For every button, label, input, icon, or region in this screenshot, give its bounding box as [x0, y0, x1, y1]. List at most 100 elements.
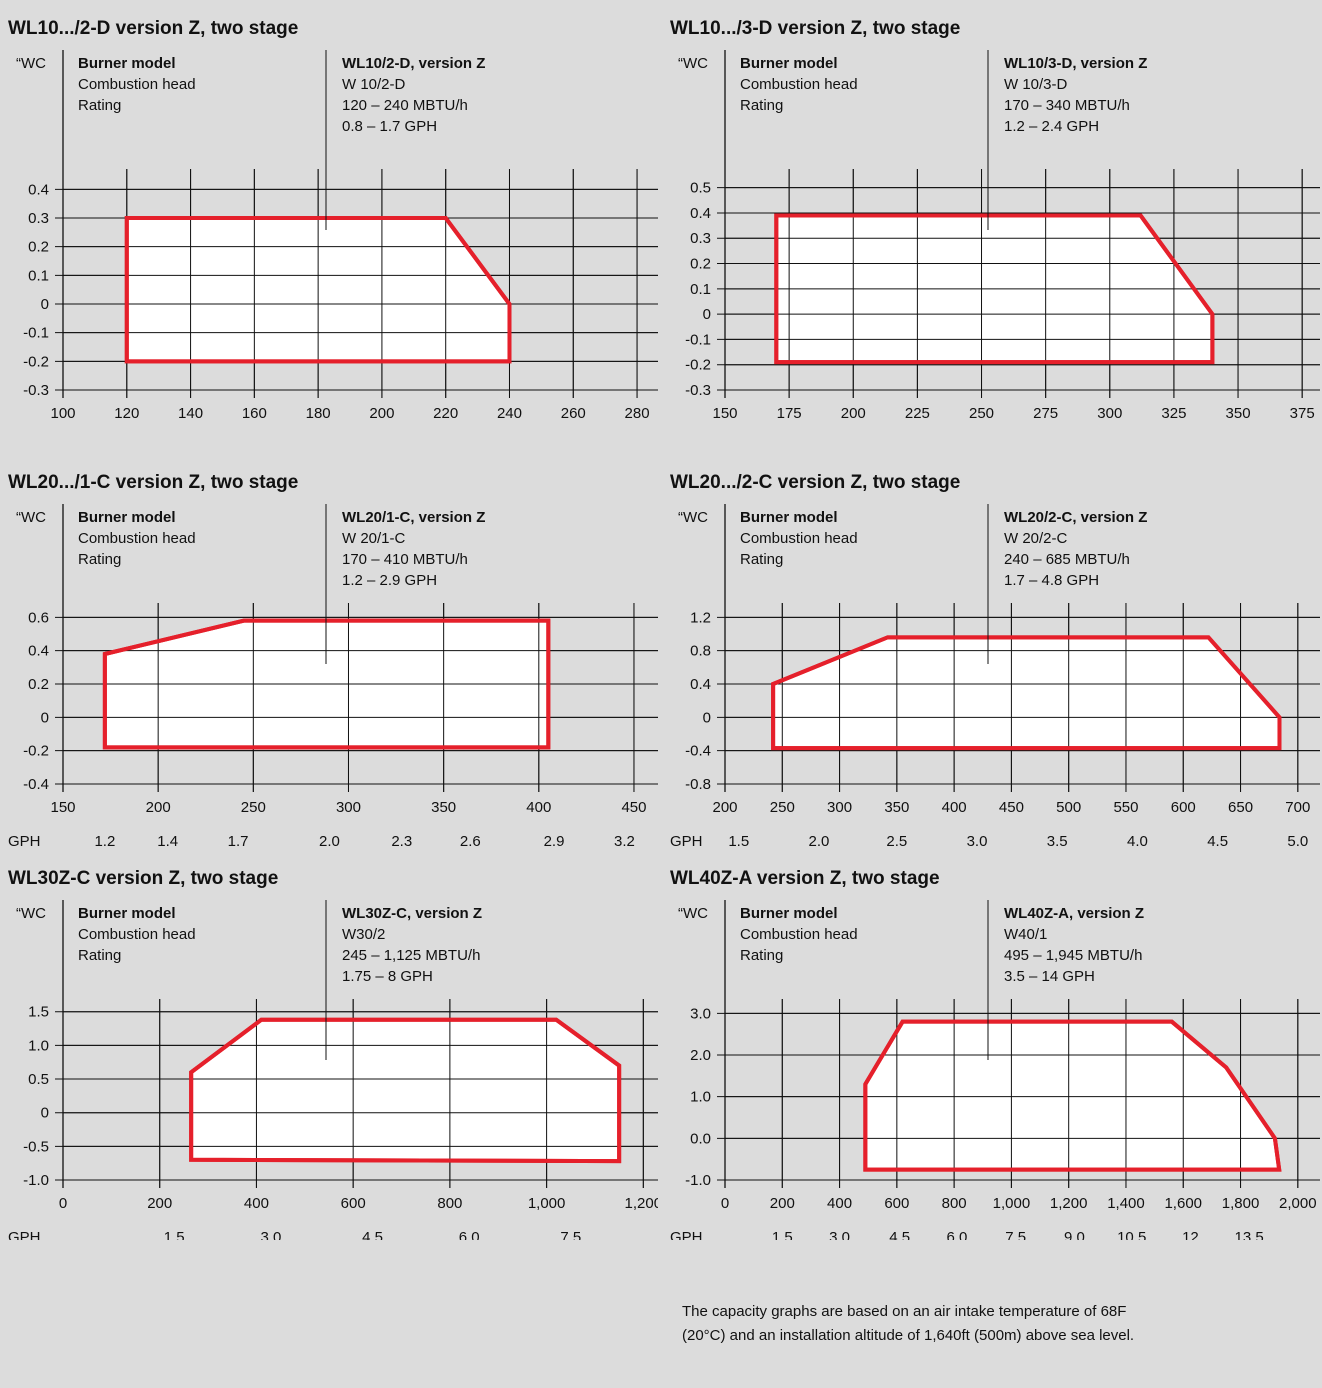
x-tick-label: 200 [770, 1195, 795, 1212]
x-tick-label: 250 [770, 799, 795, 816]
gph-axis-label: GPH [670, 833, 703, 850]
chart-title: WL20.../1-C version Z, two stage [8, 472, 299, 493]
gph-tick-label: 1.5 [164, 1229, 185, 1240]
x-tick-label: 140 [178, 405, 203, 422]
x-tick-label: 350 [884, 799, 909, 816]
y-tick-label: 0.8 [690, 643, 711, 660]
model-value: WL10/3-D, version Z [1004, 55, 1147, 72]
y-tick-label: 0.3 [28, 210, 49, 227]
rating-mbtu-value: 170 – 340 MBTU/h [1004, 97, 1130, 114]
x-tick-label: 0 [59, 1195, 67, 1212]
x-tick-label: 1,600 [1164, 1195, 1202, 1212]
head-value: W40/1 [1004, 926, 1047, 943]
gph-tick-label: 3.0 [829, 1229, 850, 1240]
x-tick-label: 1,000 [993, 1195, 1031, 1212]
gph-tick-label: 4.5 [889, 1229, 910, 1240]
gph-tick-label: 1.5 [772, 1229, 793, 1240]
gph-tick-label: 13.5 [1235, 1229, 1264, 1240]
rating-mbtu-value: 240 – 685 MBTU/h [1004, 551, 1130, 568]
gph-tick-label: 6.0 [459, 1229, 480, 1240]
combustion-head-label: Combustion head [740, 530, 858, 547]
head-value: W 20/2-C [1004, 530, 1068, 547]
gph-axis-label: GPH [670, 439, 703, 440]
gph-tick-label: 3.2 [614, 833, 635, 850]
head-value: W30/2 [342, 926, 385, 943]
rating-label: Rating [740, 97, 783, 114]
gph-tick-label: 1.4 [157, 833, 178, 850]
model-value: WL10/2-D, version Z [342, 55, 485, 72]
gph-tick-label: 6.0 [947, 1229, 968, 1240]
x-tick-label: 300 [1097, 405, 1122, 422]
x-tick-label: 400 [827, 1195, 852, 1212]
x-tick-label: 240 [497, 405, 522, 422]
y-tick-label: 0.3 [690, 230, 711, 247]
chart-svg: “WC Burner model Combustion head Rating WL10… [8, 50, 658, 440]
gph-tick-label: 0.75 [48, 439, 77, 440]
x-tick-label: 280 [625, 405, 650, 422]
y-tick-label: 0.4 [690, 676, 711, 693]
combustion-head-label: Combustion head [78, 530, 196, 547]
gph-tick-label: 3.0 [967, 833, 988, 850]
x-tick-label: 800 [942, 1195, 967, 1212]
burner-model-label: Burner model [78, 509, 176, 526]
model-value: WL30Z-C, version Z [342, 905, 482, 922]
y-tick-label: 0.0 [690, 1130, 711, 1147]
operating-envelope [189, 1017, 622, 1164]
combustion-head-label: Combustion head [78, 926, 196, 943]
x-tick-label: 260 [561, 405, 586, 422]
x-tick-label: 100 [50, 405, 75, 422]
y-tick-label: -0.4 [23, 776, 49, 793]
x-tick-label: 250 [969, 405, 994, 422]
operating-envelope [771, 635, 1282, 751]
x-tick-label: 200 [146, 799, 171, 816]
x-tick-label: 160 [242, 405, 267, 422]
y-tick-label: 0 [41, 1105, 49, 1122]
combustion-head-label: Combustion head [740, 926, 858, 943]
x-tick-label: 225 [905, 405, 930, 422]
x-tick-label: 400 [942, 799, 967, 816]
y-tick-label: 1.0 [690, 1089, 711, 1106]
y-tick-label: -0.3 [685, 382, 711, 399]
x-tick-label: 400 [244, 1195, 269, 1212]
gph-axis-label: GPH [8, 439, 41, 440]
gph-tick-label: 7.5 [560, 1229, 581, 1240]
x-tick-label: 200 [841, 405, 866, 422]
rating-gph-value: 0.8 – 1.7 GPH [342, 118, 437, 135]
combustion-head-label: Combustion head [78, 76, 196, 93]
y-tick-label: -0.3 [23, 382, 49, 399]
rating-mbtu-value: 245 – 1,125 MBTU/h [342, 947, 480, 964]
x-tick-label: 275 [1033, 405, 1058, 422]
y-tick-label: -0.8 [685, 776, 711, 793]
x-tick-label: 500 [1056, 799, 1081, 816]
gph-tick-label: 2.0 [809, 833, 830, 850]
y-tick-label: -0.2 [23, 743, 49, 760]
y-tick-label: 0.2 [28, 239, 49, 256]
gph-axis-label: GPH [670, 1229, 703, 1240]
gph-tick-label: 1.5 [868, 439, 889, 440]
gph-tick-label: 2.0 [627, 439, 648, 440]
y-tick-label: -1.0 [23, 1172, 49, 1189]
y-tick-label: 0 [41, 709, 49, 726]
operating-envelope [863, 1019, 1282, 1172]
operating-envelope [102, 618, 551, 750]
chart-title: WL20.../2-C version Z, two stage [670, 472, 961, 493]
operating-envelope [189, 1017, 622, 1164]
y-tick-label: 0.1 [690, 281, 711, 298]
gph-axis-label: GPH [8, 833, 41, 850]
combustion-head-label: Combustion head [740, 76, 858, 93]
chart-title: WL10.../3-D version Z, two stage [670, 18, 961, 39]
chart-svg: “WC Burner model Combustion head Rating WL40… [670, 900, 1320, 1240]
x-tick-label: 150 [712, 405, 737, 422]
y-tick-label: 0.4 [28, 643, 49, 660]
y-tick-label: 1.2 [690, 609, 711, 626]
burner-model-label: Burner model [78, 905, 176, 922]
x-tick-label: 175 [777, 405, 802, 422]
x-tick-label: 1,800 [1222, 1195, 1260, 1212]
x-tick-label: 350 [1226, 405, 1251, 422]
chart-panel-wl20-1c: WL20.../1-C version Z, two stage “WC Burn… [8, 472, 658, 852]
y-tick-label: 0.1 [28, 267, 49, 284]
operating-envelope [863, 1019, 1282, 1172]
y-tick-label: 0.6 [28, 609, 49, 626]
x-tick-label: 800 [437, 1195, 462, 1212]
gph-tick-label: 1.7 [228, 833, 249, 850]
